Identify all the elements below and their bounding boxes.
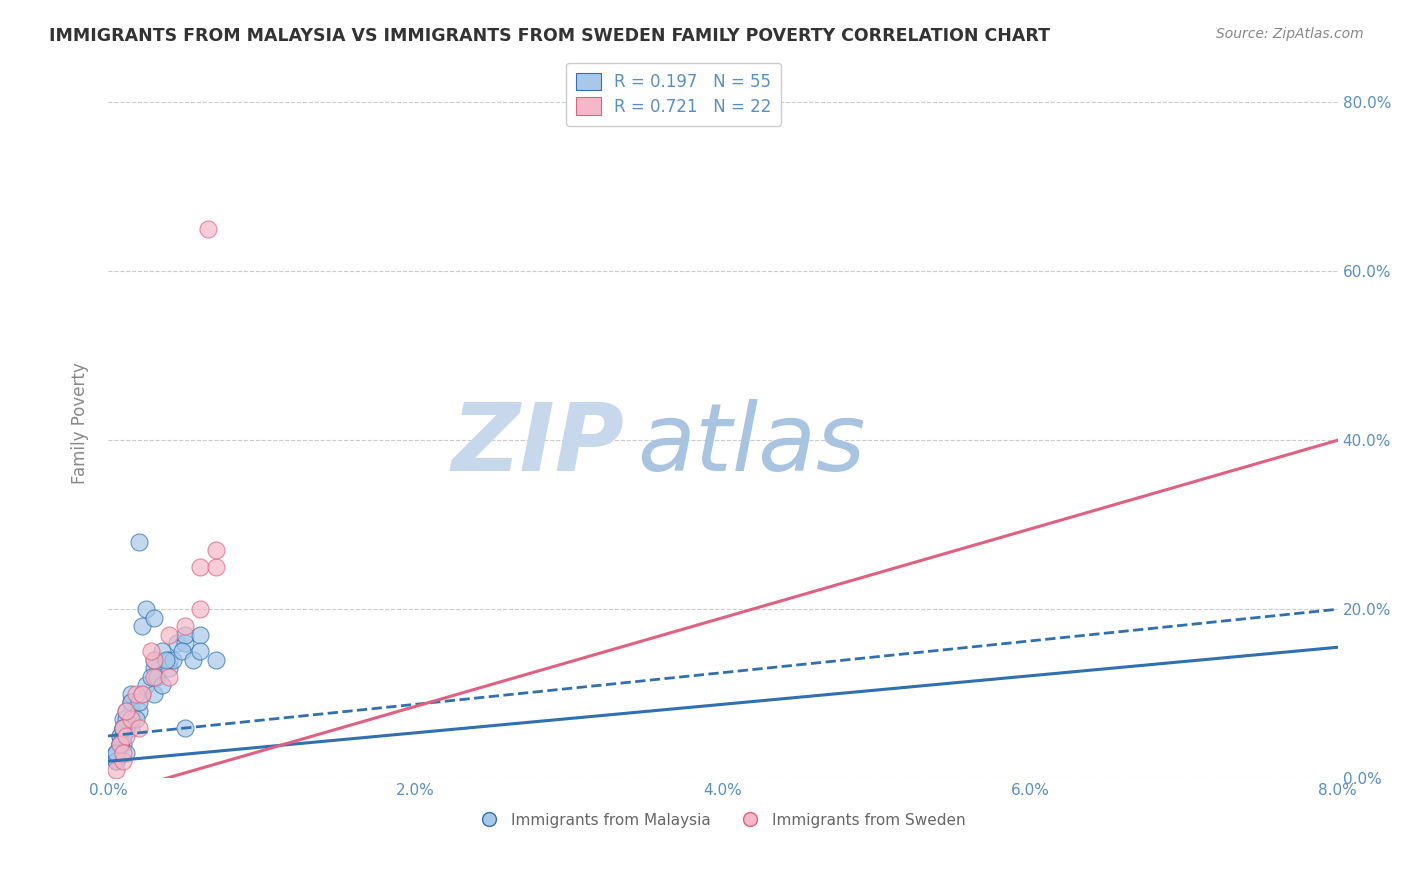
Point [188, 644, 211, 658]
Point [112, 712, 135, 726]
Point [104, 763, 127, 777]
Point [143, 661, 166, 675]
Point [112, 721, 135, 735]
Point [143, 653, 166, 667]
Point [143, 670, 166, 684]
Point [135, 602, 157, 616]
Point [124, 687, 146, 701]
Point [128, 534, 150, 549]
Point [139, 644, 162, 658]
Point [128, 704, 150, 718]
Point [159, 627, 181, 641]
Point [112, 746, 135, 760]
Text: ZIP: ZIP [451, 399, 624, 491]
Point [115, 704, 138, 718]
Point [115, 746, 138, 760]
Point [120, 695, 142, 709]
Point [150, 644, 173, 658]
Text: IMMIGRANTS FROM MALAYSIA VS IMMIGRANTS FROM SWEDEN FAMILY POVERTY CORRELATION CH: IMMIGRANTS FROM MALAYSIA VS IMMIGRANTS F… [49, 27, 1050, 45]
Point [112, 721, 135, 735]
Point [188, 560, 211, 574]
Point [115, 704, 138, 718]
Point [120, 687, 142, 701]
Point [188, 627, 211, 641]
Point [128, 695, 150, 709]
Point [162, 653, 184, 667]
Point [188, 602, 211, 616]
Point [120, 712, 142, 726]
Point [143, 687, 166, 701]
Point [104, 755, 127, 769]
Point [112, 721, 135, 735]
Point [173, 627, 195, 641]
Point [110, 729, 132, 743]
Point [124, 712, 146, 726]
Y-axis label: Family Poverty: Family Poverty [72, 362, 89, 484]
Point [166, 636, 188, 650]
Point [104, 746, 127, 760]
Point [204, 543, 226, 558]
Point [110, 738, 132, 752]
Point [115, 729, 138, 743]
Point [146, 670, 169, 684]
Text: Source: ZipAtlas.com: Source: ZipAtlas.com [1216, 27, 1364, 41]
Point [115, 712, 138, 726]
Point [131, 687, 153, 701]
Point [104, 746, 127, 760]
Point [204, 653, 226, 667]
Point [173, 721, 195, 735]
Point [128, 721, 150, 735]
Point [139, 670, 162, 684]
Point [112, 729, 135, 743]
Point [120, 704, 142, 718]
Point [159, 661, 181, 675]
Point [131, 619, 153, 633]
Point [112, 721, 135, 735]
Point [204, 560, 226, 574]
Point [159, 670, 181, 684]
Point [110, 729, 132, 743]
Point [120, 695, 142, 709]
Point [110, 738, 132, 752]
Point [120, 721, 142, 735]
Text: atlas: atlas [637, 399, 865, 491]
Point [104, 746, 127, 760]
Point [143, 610, 166, 624]
Point [115, 721, 138, 735]
Point [155, 653, 177, 667]
Point [110, 738, 132, 752]
Point [173, 636, 195, 650]
Point [112, 755, 135, 769]
Point [197, 222, 219, 236]
Point [112, 729, 135, 743]
Point [112, 738, 135, 752]
Point [170, 644, 193, 658]
Point [104, 755, 127, 769]
Point [173, 619, 195, 633]
Legend: Immigrants from Malaysia, Immigrants from Sweden: Immigrants from Malaysia, Immigrants fro… [474, 807, 972, 834]
Point [181, 653, 204, 667]
Point [143, 653, 166, 667]
Point [159, 653, 181, 667]
Point [110, 738, 132, 752]
Point [131, 687, 153, 701]
Point [150, 678, 173, 692]
Point [135, 678, 157, 692]
